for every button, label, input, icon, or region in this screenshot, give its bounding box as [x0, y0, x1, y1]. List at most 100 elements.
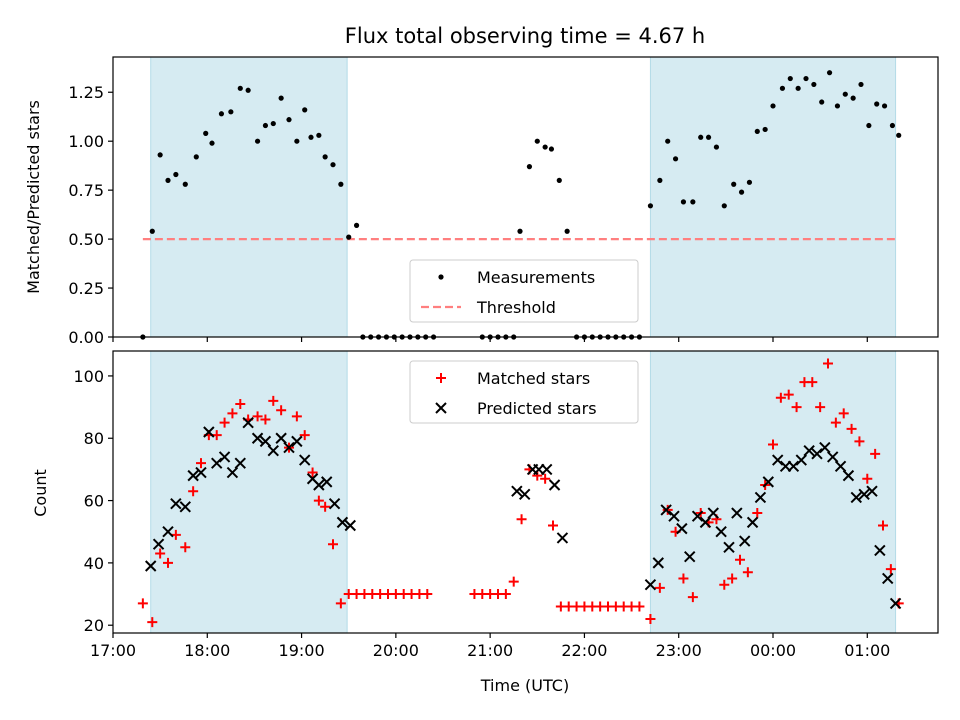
legend-label: Threshold — [476, 298, 556, 317]
data-point — [278, 95, 284, 101]
data-point — [707, 507, 719, 519]
data-point — [336, 516, 349, 529]
data-point — [330, 162, 336, 168]
data-point — [746, 516, 759, 529]
data-point — [754, 491, 767, 504]
data-point — [196, 458, 206, 469]
legend: Matched stars Predicted stars — [409, 360, 639, 424]
data-point — [862, 473, 873, 484]
data-point — [316, 132, 322, 138]
data-point — [188, 486, 199, 497]
top-panel: 0.00 0.25 0.50 0.75 1.00 1.25 Measurements Thre… — [68, 56, 939, 347]
data-point — [850, 95, 856, 101]
y-tick-label: 20 — [84, 616, 104, 635]
data-point — [511, 485, 523, 497]
data-point — [262, 122, 269, 129]
data-point — [742, 567, 753, 578]
legend-box — [409, 259, 639, 323]
data-point — [308, 134, 314, 140]
data-point — [723, 541, 735, 554]
data-point — [321, 476, 333, 488]
data-point — [276, 405, 287, 416]
data-point — [291, 435, 303, 448]
data-point — [874, 101, 880, 107]
data-point — [866, 122, 872, 129]
data-point — [219, 417, 230, 428]
data-point — [526, 164, 533, 170]
data-point — [564, 228, 570, 234]
data-point — [676, 522, 688, 535]
data-point — [251, 432, 264, 444]
x-tick-label: 00:00 — [750, 641, 796, 660]
data-point — [787, 460, 800, 473]
data-point — [885, 564, 896, 575]
data-point — [878, 520, 888, 531]
data-point — [715, 526, 727, 538]
data-point — [254, 138, 261, 144]
data-point — [155, 548, 166, 559]
data-point — [195, 466, 207, 479]
data-point — [152, 538, 165, 550]
data-point — [182, 181, 188, 187]
data-point — [267, 445, 279, 457]
axes-frame — [112, 350, 939, 634]
x-tick-label: 21:00 — [467, 641, 513, 660]
data-point — [882, 572, 894, 585]
legend: Measurements Threshold — [409, 259, 639, 323]
data-point — [548, 520, 558, 531]
data-point — [260, 414, 271, 425]
data-point — [245, 87, 251, 93]
data-point — [534, 138, 540, 144]
data-point — [657, 177, 663, 183]
data-point — [819, 99, 825, 105]
data-point — [795, 85, 801, 91]
data-point — [313, 495, 324, 506]
data-point — [165, 177, 171, 183]
data-point — [283, 441, 295, 454]
shaded-region — [649, 350, 897, 634]
legend-label: Measurements — [477, 268, 595, 287]
data-point — [690, 199, 696, 205]
x-tick-label: 23:00 — [656, 641, 702, 660]
bottom-y-axis-label: Count — [31, 469, 50, 517]
data-point — [228, 109, 234, 115]
data-point — [687, 592, 698, 603]
data-point — [735, 554, 745, 565]
legend-label: Matched stars — [477, 369, 590, 388]
data-point — [680, 199, 687, 205]
y-tick-label: 1.25 — [68, 83, 104, 102]
data-point — [834, 460, 847, 473]
data-point — [209, 140, 215, 146]
data-point — [738, 189, 745, 195]
data-point — [768, 439, 778, 450]
data-point — [889, 597, 902, 610]
bottom-panel: 20 40 60 80 100 17:00 18:00 19:00 20:00 21:00 22:0… — [73, 350, 939, 660]
data-point — [137, 598, 148, 609]
y-tick-label: 1.00 — [68, 132, 104, 151]
legend-marker — [435, 402, 447, 414]
data-point — [556, 532, 569, 544]
data-point — [830, 417, 841, 428]
data-point — [838, 408, 849, 419]
data-point — [259, 435, 272, 448]
y-tick-label: 0.25 — [68, 279, 104, 298]
figure-title: Flux total observing time = 4.67 h — [345, 24, 705, 48]
y-tick-label: 60 — [84, 492, 104, 511]
data-point — [203, 426, 215, 438]
data-point — [858, 81, 864, 88]
data-point — [302, 107, 308, 113]
data-point — [727, 573, 738, 584]
data-point — [218, 451, 231, 463]
data-point — [787, 75, 793, 82]
x-tick-label: 18:00 — [184, 641, 230, 660]
data-point — [211, 457, 223, 469]
data-point — [842, 469, 855, 482]
data-point — [803, 445, 815, 457]
legend-label: Predicted stars — [477, 399, 597, 418]
data-point — [889, 122, 896, 129]
shaded-region — [649, 56, 897, 338]
data-point — [811, 81, 817, 88]
data-point — [508, 576, 519, 587]
data-point — [698, 134, 704, 140]
data-point — [299, 454, 311, 466]
